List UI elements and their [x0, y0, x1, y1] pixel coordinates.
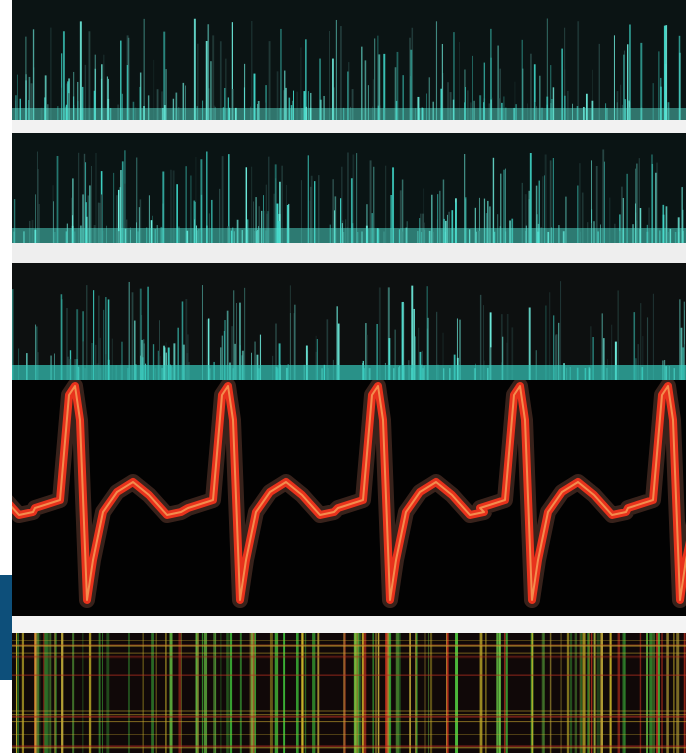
ecg-highlight	[12, 385, 686, 601]
separator	[12, 120, 686, 133]
separator	[12, 616, 686, 633]
glow-band	[12, 365, 686, 380]
ecg-group	[12, 380, 686, 608]
separator	[12, 243, 686, 263]
panel-3	[12, 263, 686, 380]
glow-band	[12, 108, 686, 120]
layers	[11, 18, 686, 753]
glow-band	[12, 228, 686, 243]
panel-ecg	[12, 380, 686, 616]
side-tab	[0, 575, 12, 680]
panel-2	[12, 133, 686, 243]
